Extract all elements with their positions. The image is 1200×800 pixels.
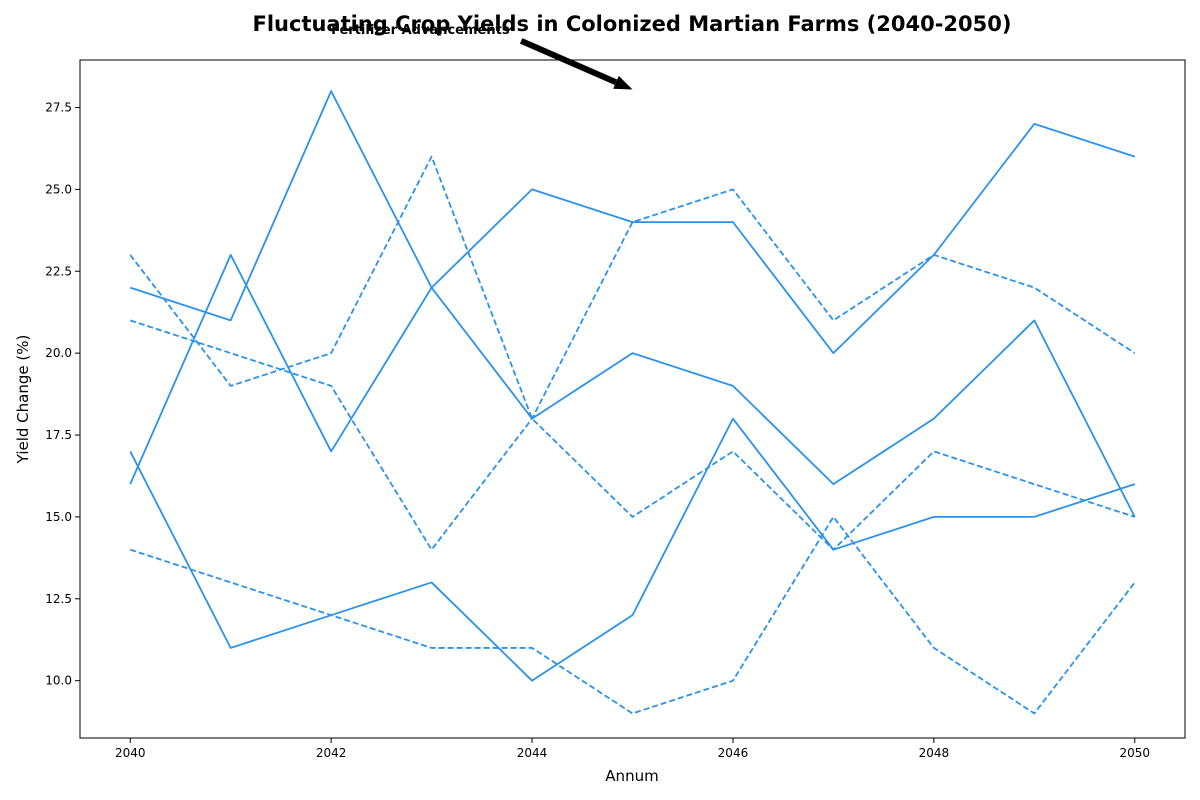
series-line-6	[129, 516, 1136, 715]
x-axis-ticks: 2040 2042 2044 2046 2048 2050	[115, 738, 1150, 760]
x-tick-label: 2042	[316, 746, 347, 760]
annotation-text: Fertilizer Advancements	[331, 23, 510, 38]
x-tick-label: 2044	[517, 746, 548, 760]
y-tick-label: 22.5	[45, 264, 72, 278]
y-axis-ticks: 10.0 12.5 15.0 17.5 20.0 22.5 25.0 27.5	[45, 100, 80, 688]
x-tick-label: 2048	[919, 746, 950, 760]
series-line-3	[129, 122, 1136, 485]
series-line-4	[129, 188, 1136, 551]
y-tick-label: 17.5	[45, 428, 72, 442]
y-tick-label: 12.5	[45, 592, 72, 606]
plot-frame	[79, 59, 1186, 739]
series-line-2	[129, 155, 1136, 551]
series-line-1	[129, 90, 1136, 518]
series-layer	[129, 90, 1136, 715]
y-tick-label: 27.5	[45, 100, 72, 114]
annotation-arrow-head	[613, 75, 633, 90]
y-axis-label: Yield Change (%)	[14, 335, 32, 465]
x-tick-label: 2040	[115, 746, 146, 760]
y-tick-label: 15.0	[45, 510, 72, 524]
x-tick-label: 2046	[718, 746, 749, 760]
y-tick-label: 20.0	[45, 346, 72, 360]
plot-background	[80, 60, 1185, 738]
series-line-5	[129, 417, 1136, 682]
y-tick-label: 10.0	[45, 674, 72, 688]
y-tick-label: 25.0	[45, 182, 72, 196]
annotation-arrow-shaft	[519, 38, 618, 86]
x-tick-label: 2050	[1119, 746, 1150, 760]
annotation-layer: Fertilizer Advancements	[331, 23, 633, 90]
chart-title: Fluctuating Crop Yields in Colonized Mar…	[253, 12, 1012, 36]
x-axis-label: Annum	[605, 767, 658, 785]
